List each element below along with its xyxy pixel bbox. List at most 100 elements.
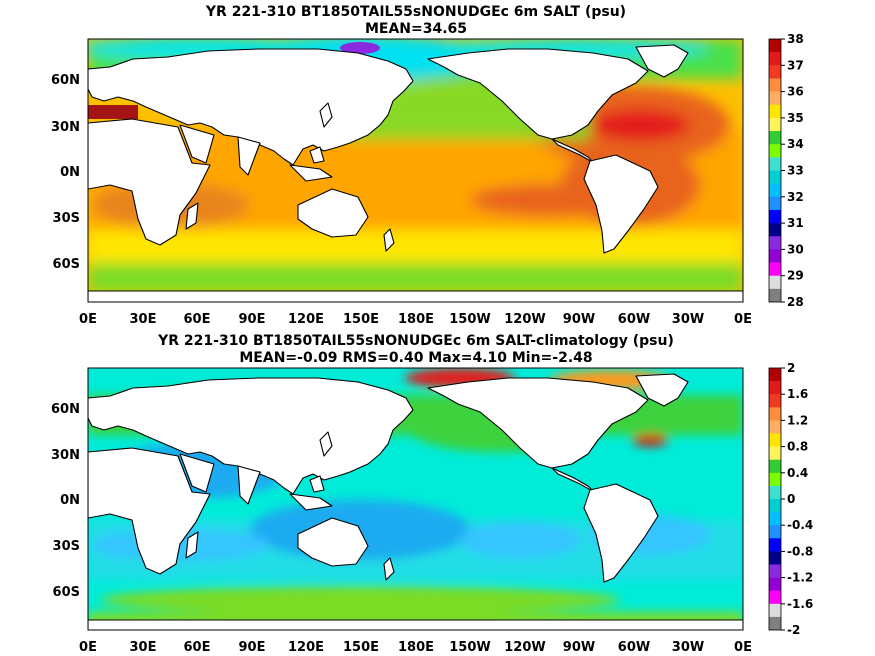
salinity-anomaly-map [88,368,743,630]
colorbar-swatch [769,577,781,591]
panel-stats: MEAN=-0.09 RMS=0.40 Max=4.10 Min=-2.48 [239,350,592,366]
colorbar: 38 37 36 35 34 33 32 31 30 29 28 [768,32,804,309]
colorbar-swatch [769,420,781,434]
colorbar-swatch [769,499,781,513]
colorbar-swatch [769,78,781,92]
salinity-map [88,39,743,302]
colorbar-label: -1.2 [787,571,813,585]
colorbar-swatch [769,275,781,290]
colorbar-label: 30 [787,242,804,256]
colorbar-swatch [769,603,781,618]
lat-label: 0N [60,493,80,508]
colorbar-swatch [769,525,781,539]
colorbar-swatch [769,52,781,66]
lon-label: 30E [130,312,157,327]
colorbar-swatch [769,144,781,158]
lat-label: 30N [51,120,80,135]
lon-label: 90E [239,312,266,327]
lat-label: 30N [51,448,80,463]
lon-label: 150W [449,312,490,327]
colorbar: 2 1.6 1.2 0.8 0.4 0 -0.4 -0.8 -1.2 -1.6 -2 [768,361,813,637]
colorbar-swatch [769,223,781,237]
colorbar-swatch [769,65,781,79]
lon-label: 60E [184,640,211,655]
lat-label: 60S [53,257,80,272]
colorbar-swatch [769,157,781,171]
panel-mean: MEAN=34.65 [365,21,467,37]
colorbar-swatch [769,485,781,500]
lon-label: 150W [449,640,490,655]
colorbar-swatch [769,104,781,119]
colorbar-swatch [769,590,781,605]
lon-label: 0E [734,312,752,327]
colorbar-label: 32 [787,190,804,204]
lon-label: 120W [504,312,545,327]
lon-label: 180E [398,312,434,327]
colorbar-label: 29 [787,269,804,283]
colorbar-swatch [769,512,781,526]
lon-label: 30W [672,640,704,655]
lon-label: 0E [734,640,752,655]
colorbar-swatch [769,381,781,395]
lon-label: 60W [618,640,650,655]
colorbar-swatch [769,170,781,184]
colorbar-label: 35 [787,111,804,125]
lon-label: 30E [130,640,157,655]
lon-label: 90W [563,640,595,655]
colorbar-label: 38 [787,32,804,46]
colorbar-swatch [769,472,781,487]
colorbar-swatch [769,459,781,474]
lon-label: 150E [343,312,379,327]
colorbar-label: -2 [787,623,800,637]
panel-title: YR 221-310 BT1850TAIL55sNONUDGEc 6m SALT… [157,333,674,349]
lon-label: 0E [79,640,97,655]
lat-label: 0N [60,165,80,180]
lat-label: 30S [53,211,80,226]
colorbar-swatch [769,196,781,211]
colorbar-label: 31 [787,216,804,230]
colorbar-label: 34 [787,137,804,151]
lon-label: 0E [79,312,97,327]
colorbar-label: 28 [787,295,804,309]
colorbar-label: 2 [787,361,795,375]
map-frame [87,38,744,303]
colorbar-swatch [769,446,781,460]
colorbar-label: -1.6 [787,597,813,611]
colorbar-label: 36 [787,85,804,99]
colorbar-swatch [769,249,781,263]
lon-label: 90E [239,640,266,655]
lat-axis: 60N 30N 0N 30S 60S [51,402,80,600]
colorbar-swatch [769,209,781,224]
colorbar-label: 0.8 [787,440,808,454]
colorbar-label: 0.4 [787,466,808,480]
colorbar-swatch [769,564,781,578]
lat-label: 60N [51,73,80,88]
lat-label: 60N [51,402,80,417]
lon-axis: 0E 30E 60E 90E 120E 150E 180E 150W 120W … [79,312,752,327]
lon-label: 180E [398,640,434,655]
colorbar-swatch [769,407,781,421]
colorbar-swatch [769,91,781,106]
lon-label: 120E [288,312,324,327]
colorbar-label: 37 [787,58,804,72]
lon-label: 150E [343,640,379,655]
colorbar-swatch [769,236,781,250]
lon-label: 60E [184,312,211,327]
colorbar-label: -0.4 [787,518,813,532]
lat-label: 30S [53,539,80,554]
colorbar-swatch [769,262,781,276]
colorbar-swatch [769,433,781,447]
lon-axis: 0E 30E 60E 90E 120E 150E 180E 150W 120W … [79,640,752,655]
colorbar-swatch [769,368,781,382]
colorbar-swatch [769,288,781,303]
lon-label: 120W [504,640,545,655]
colorbar-swatch [769,394,781,408]
colorbar-label: 33 [787,164,804,178]
colorbar-label: 1.2 [787,413,808,427]
lon-label: 120E [288,640,324,655]
map-frame [87,367,744,631]
colorbar-swatch [769,551,781,565]
lat-label: 60S [53,585,80,600]
colorbar-label: -0.8 [787,544,813,558]
